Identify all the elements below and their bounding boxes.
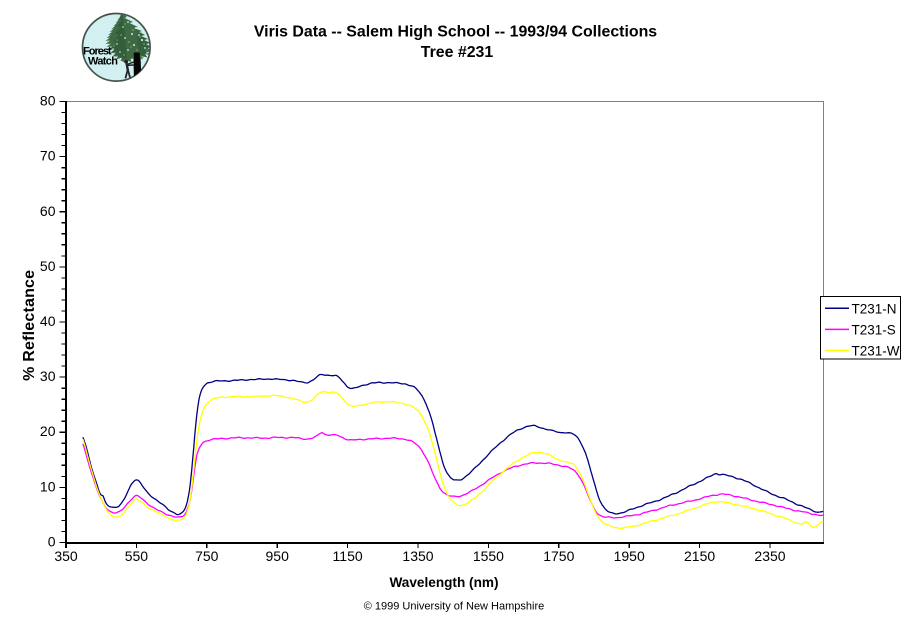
svg-text:1550: 1550 [473,548,504,564]
svg-text:Wavelength (nm): Wavelength (nm) [389,575,498,590]
svg-text:10: 10 [40,478,56,494]
svg-text:0: 0 [48,534,56,550]
svg-text:2350: 2350 [754,548,785,564]
svg-text:1150: 1150 [333,548,363,564]
svg-text:Forest: Forest [83,46,112,58]
svg-text:40: 40 [40,313,56,329]
svg-text:Tree #231: Tree #231 [421,44,494,61]
svg-text:© 1999 University of New Hamps: © 1999 University of New Hampshire [364,600,545,612]
svg-text:750: 750 [195,548,219,564]
svg-text:80: 80 [40,93,56,109]
svg-text:950: 950 [266,548,290,564]
svg-text:T231-W: T231-W [852,343,900,358]
svg-text:T231-N: T231-N [852,301,897,316]
svg-text:30: 30 [40,368,56,384]
svg-text:550: 550 [125,548,149,564]
svg-text:% Reflectance: % Reflectance [21,270,38,381]
svg-text:350: 350 [54,548,78,564]
svg-text:T231-S: T231-S [852,322,896,337]
svg-text:20: 20 [40,423,56,439]
svg-text:Watch: Watch [88,56,118,68]
svg-text:60: 60 [40,203,56,219]
svg-text:2150: 2150 [684,548,715,564]
svg-text:1950: 1950 [614,548,645,564]
svg-text:50: 50 [40,258,56,274]
svg-text:1750: 1750 [543,548,574,564]
svg-text:70: 70 [40,148,56,164]
svg-text:Viris Data -- Salem High Schoo: Viris Data -- Salem High School -- 1993/… [254,24,657,41]
svg-text:1350: 1350 [402,548,433,564]
